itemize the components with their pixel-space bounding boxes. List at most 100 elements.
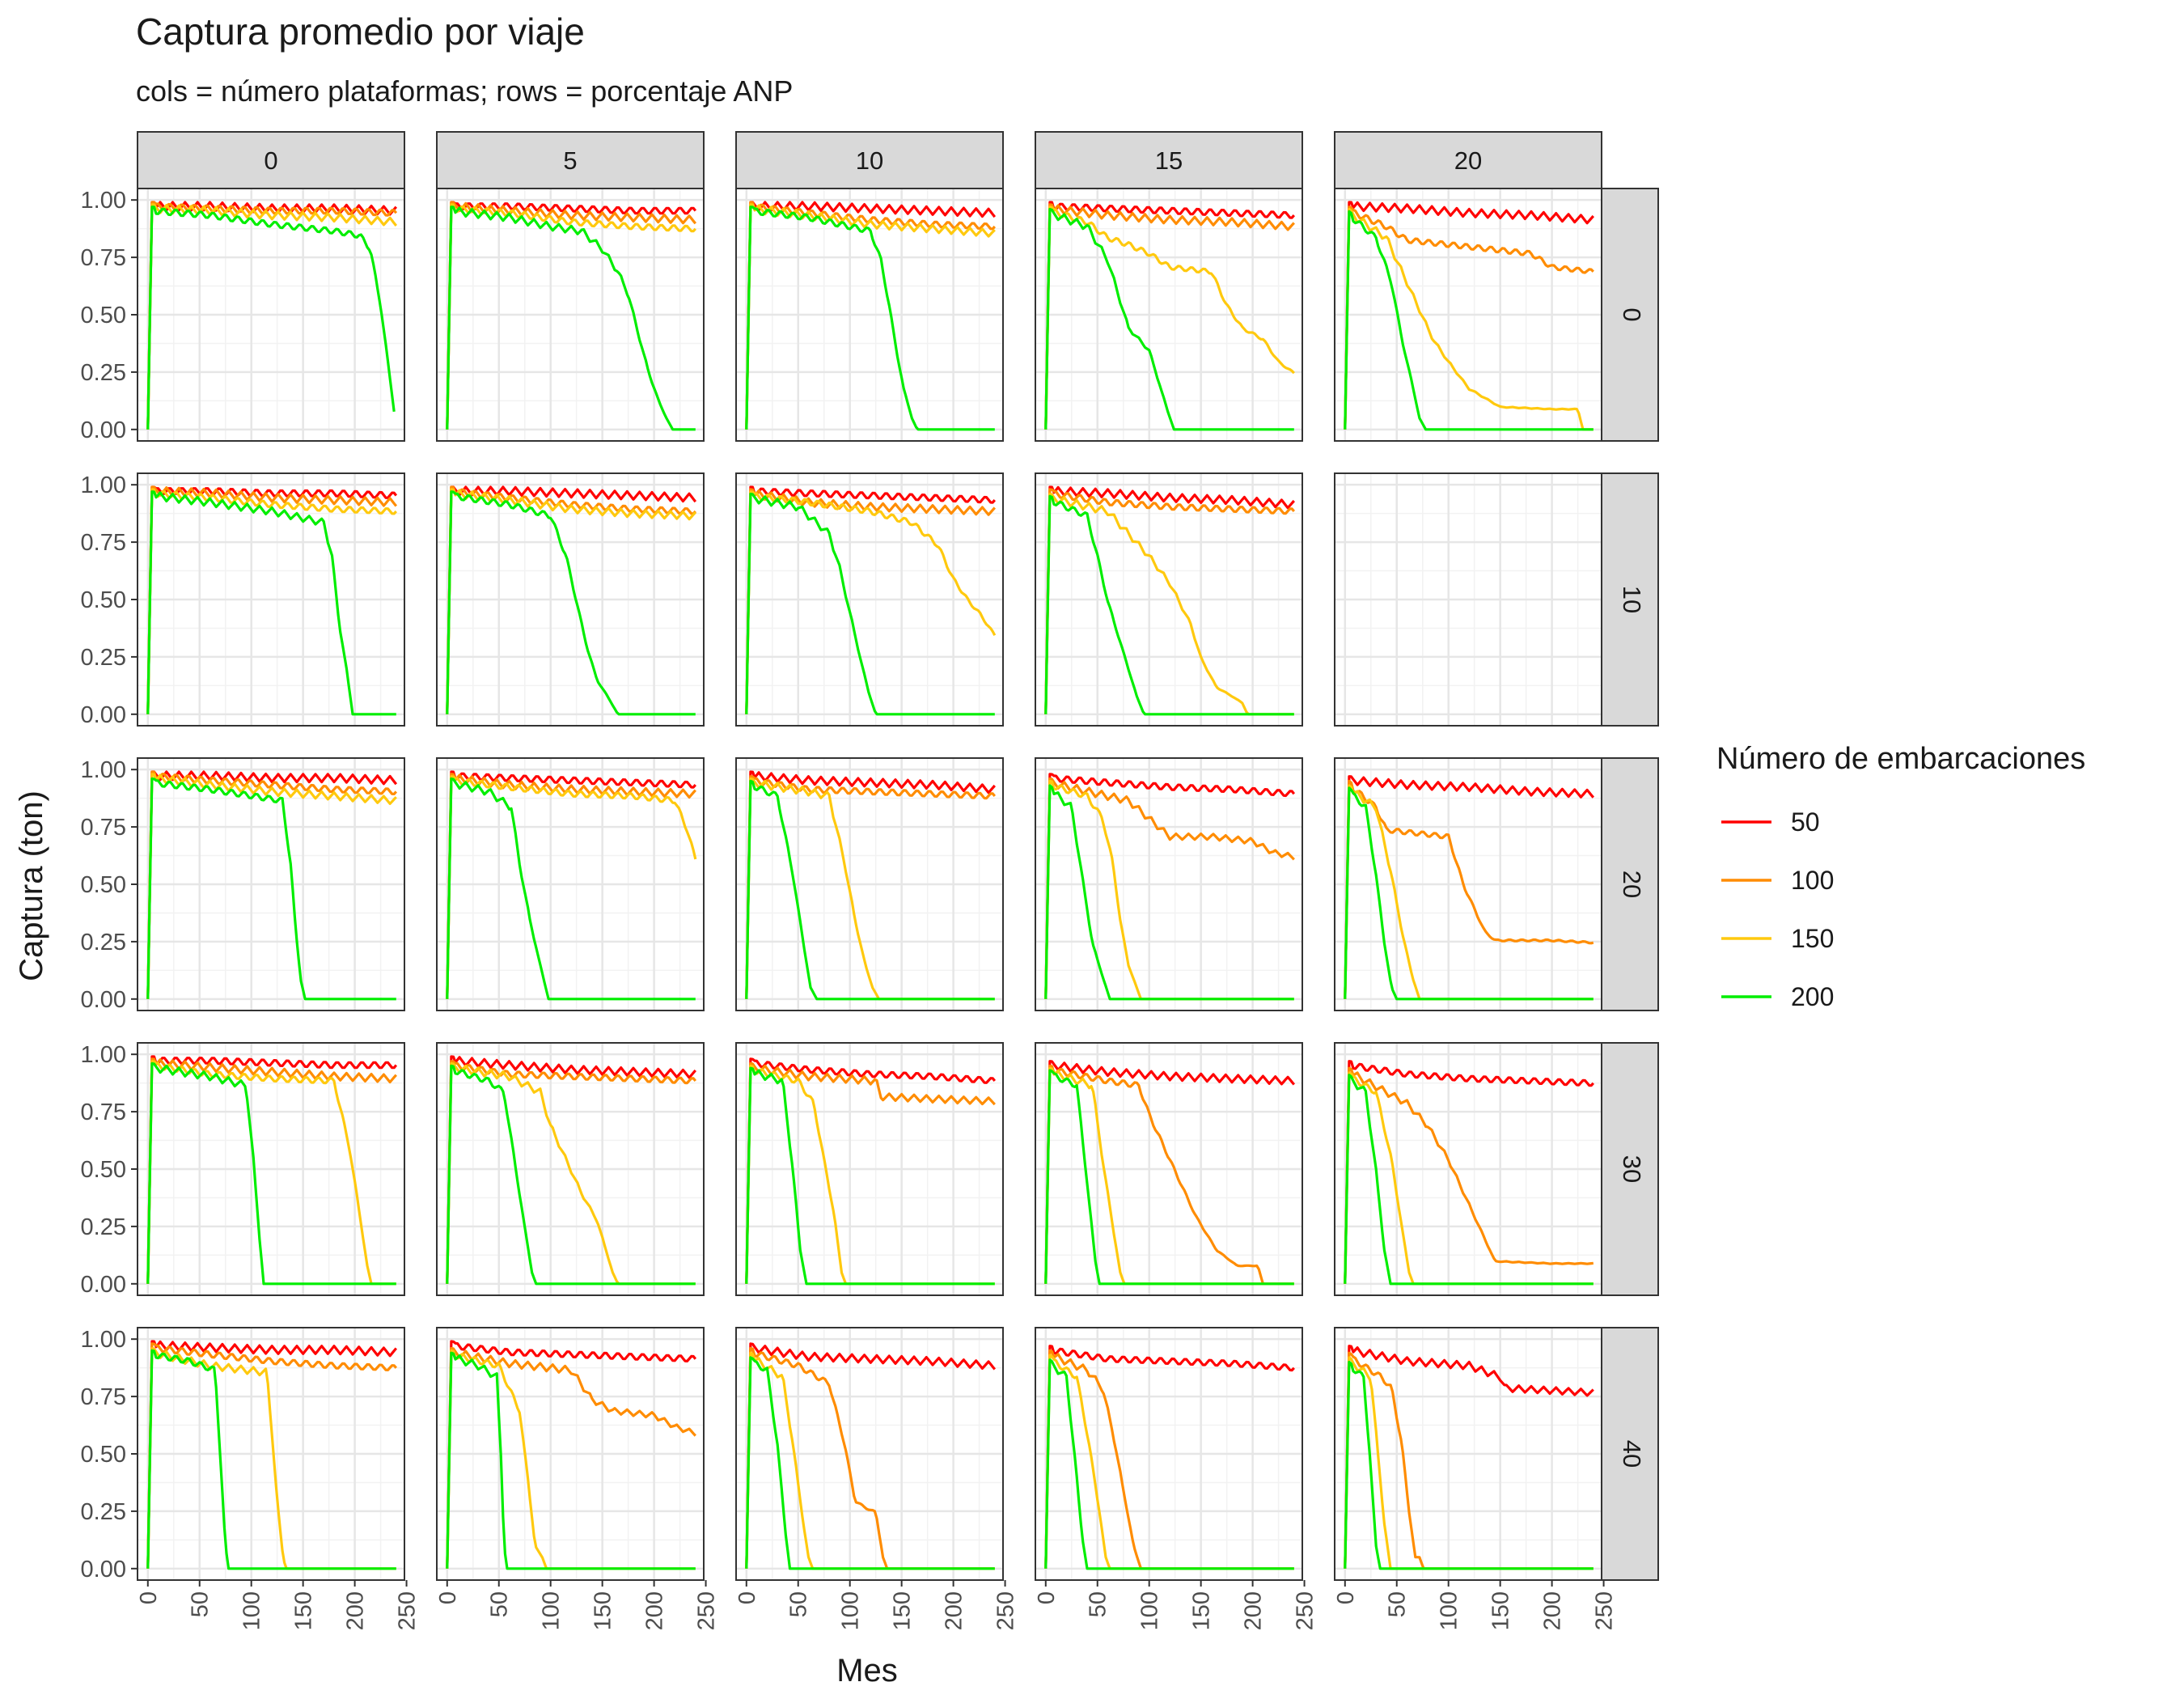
y-tick-label: 0.00 (81, 1272, 126, 1298)
series-line-200 (1044, 207, 1294, 431)
series-line-50 (745, 770, 996, 999)
series-line-50 (745, 1342, 997, 1569)
series-line-150 (446, 775, 697, 999)
y-tick-label: 0.00 (81, 987, 126, 1013)
series-line-200 (146, 777, 396, 1001)
series-line-150 (446, 203, 696, 430)
row-strip-label: 20 (1618, 871, 1646, 898)
y-tick-label: 0.75 (81, 1099, 126, 1125)
panel-r4-c3: 0 50 100 150 200 250 (1034, 1327, 1318, 1630)
x-tick-label: 150 (291, 1591, 317, 1630)
panel-r0-c3: 15 (1035, 131, 1303, 442)
column-strip-label: 5 (563, 146, 577, 175)
series-line-50 (1044, 773, 1296, 999)
legend-label-50: 50 (1791, 807, 1820, 837)
x-tick-label: 50 (1086, 1591, 1111, 1617)
panel-r2-c1 (436, 757, 705, 1011)
y-tick-label: 0.50 (81, 587, 126, 613)
series-line-50 (1044, 1345, 1295, 1569)
column-strip-label: 15 (1155, 146, 1183, 175)
panel-r0-c4: 20 0 (1334, 131, 1659, 442)
column-strip-label: 20 (1454, 146, 1482, 175)
panel-r4-c4: 40 0 50 100 150 200 250 (1333, 1327, 1659, 1630)
series-line-200 (745, 779, 995, 1001)
panel-r0-c0: 0 0.00 0.25 0.50 0.75 1.00 (81, 131, 405, 443)
series-line-100 (146, 1342, 398, 1569)
series-line-150 (146, 773, 397, 999)
x-tick-label: 0 (136, 1591, 162, 1604)
legend-label-150: 150 (1791, 924, 1834, 953)
x-tick-label: 150 (1488, 1591, 1514, 1630)
series-line-100 (745, 488, 996, 714)
panel-r2-c4: 20 (1334, 757, 1659, 1011)
series-line-100 (1344, 205, 1594, 430)
series-line-200 (1344, 210, 1594, 431)
y-tick-label: 0.25 (81, 930, 126, 955)
series-line-100 (1044, 488, 1296, 714)
column-strip (436, 131, 705, 189)
series-line-200 (1344, 786, 1594, 1001)
series-line-200 (146, 1349, 396, 1570)
panel-border (1035, 472, 1303, 727)
x-tick-label: 0 (734, 1591, 760, 1604)
x-tick-label: 150 (590, 1591, 616, 1630)
legend: Número de embarcaciones 50 100 150 200 (1716, 742, 2085, 1011)
x-tick-label: 100 (838, 1591, 864, 1630)
panel-r0-c1: 5 (436, 131, 705, 442)
x-tick-label: 50 (188, 1591, 214, 1617)
series-line-50 (1344, 201, 1594, 430)
x-tick-label: 250 (395, 1591, 421, 1630)
series-line-100 (446, 773, 696, 999)
y-tick-label: 0.00 (81, 702, 126, 728)
series-line-200 (1344, 1360, 1594, 1570)
y-tick-label: 1.00 (81, 1327, 126, 1353)
series-line-150 (146, 488, 397, 714)
series-line-50 (446, 1055, 697, 1284)
series-line-150 (745, 203, 996, 430)
y-tick-label: 0.75 (81, 1384, 126, 1410)
y-tick-label: 1.00 (81, 757, 126, 783)
series-line-50 (146, 1055, 398, 1284)
panel-border (436, 1042, 705, 1296)
panel-r1-c0: 0.00 0.25 0.50 0.75 1.00 (81, 472, 405, 728)
y-tick-label: 0.50 (81, 303, 126, 328)
panel-r3-c2 (735, 1042, 1004, 1296)
x-tick-label: 100 (1137, 1591, 1163, 1630)
panel-r3-c0: 0.00 0.25 0.50 0.75 1.00 (81, 1042, 405, 1298)
panel-r1-c4: 10 (1334, 472, 1659, 727)
row-strip (1601, 1042, 1659, 1296)
row-strip-label: 40 (1618, 1440, 1646, 1468)
series-line-100 (1044, 777, 1295, 999)
series-line-50 (446, 1340, 697, 1569)
x-tick-label: 150 (890, 1591, 916, 1630)
series-line-50 (446, 485, 697, 714)
series-line-50 (1044, 1060, 1296, 1284)
series-line-200 (1044, 784, 1294, 1001)
panel-border (735, 472, 1004, 727)
series-line-100 (146, 485, 398, 714)
legend-label-200: 200 (1791, 982, 1834, 1011)
x-tick-label: 250 (694, 1591, 720, 1630)
row-strip-label: 30 (1618, 1155, 1646, 1183)
series-line-200 (745, 205, 995, 431)
series-line-100 (1044, 203, 1295, 430)
series-line-50 (745, 201, 997, 430)
series-line-200 (1044, 1069, 1294, 1286)
row-strip (1601, 1327, 1659, 1581)
series-line-50 (745, 485, 997, 714)
series-line-200 (745, 1066, 995, 1286)
x-tick-label: 250 (993, 1591, 1019, 1630)
series-line-200 (745, 1356, 995, 1570)
series-line-200 (446, 490, 696, 716)
series-line-50 (1344, 1345, 1594, 1569)
y-tick-label: 0.75 (81, 530, 126, 556)
x-tick-label: 0 (1333, 1591, 1359, 1604)
x-tick-label: 50 (786, 1591, 812, 1617)
panel-r3-c1 (436, 1042, 705, 1296)
x-tick-label: 50 (487, 1591, 513, 1617)
panel-r3-c3 (1035, 1042, 1303, 1296)
x-tick-label: 100 (539, 1591, 565, 1630)
legend-label-100: 100 (1791, 866, 1834, 895)
x-tick-label: 0 (435, 1591, 461, 1604)
column-strip (1334, 131, 1602, 189)
